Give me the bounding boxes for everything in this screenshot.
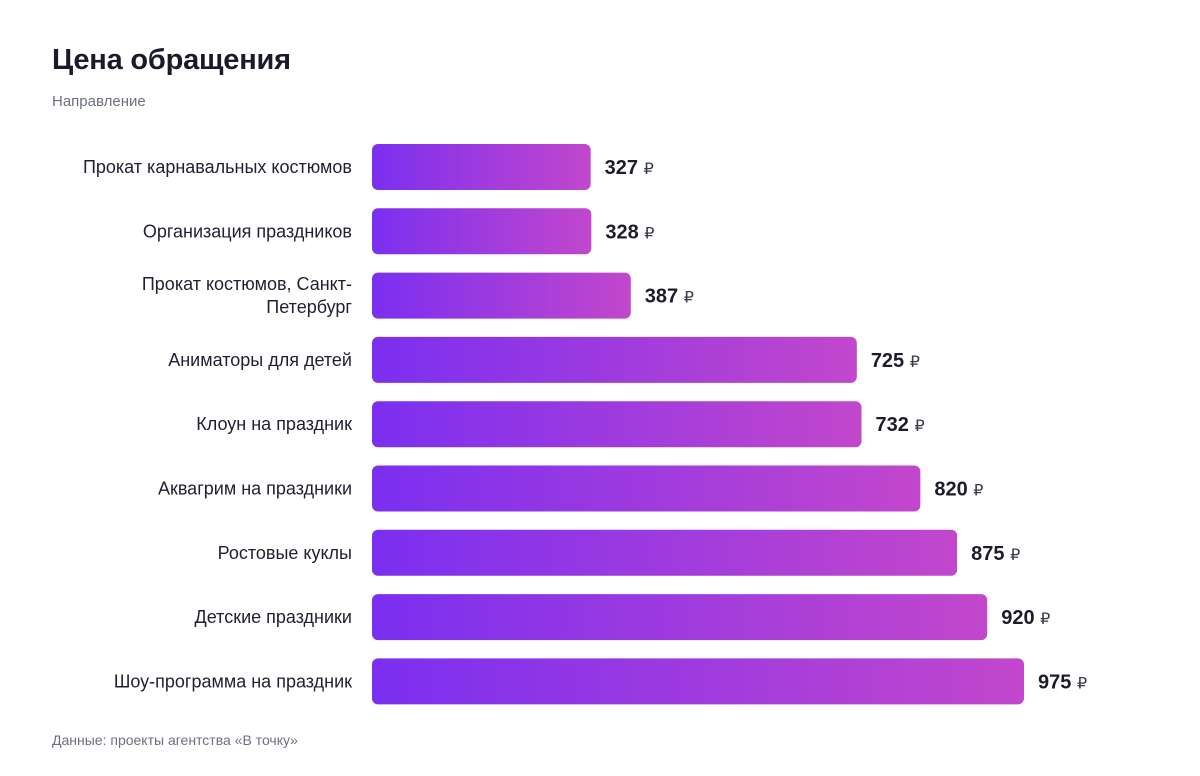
- bar-row: Аквагрим на праздники 820 ₽: [158, 465, 983, 512]
- value-label: 975 ₽: [1038, 671, 1087, 693]
- bar-row: Шоу-программа на праздник 975 ₽: [114, 658, 1087, 705]
- value-label: 725 ₽: [871, 350, 920, 372]
- bar-row: Прокат карнавальных костюмов 327 ₽: [83, 144, 654, 190]
- bar-row: Ростовые куклы 875 ₽: [218, 529, 1020, 576]
- bar-row: Клоун на праздник 732 ₽: [196, 401, 925, 448]
- category-label: Прокат карнавальных костюмов: [83, 157, 352, 177]
- bars-group: Прокат карнавальных костюмов 327 ₽ Организ…: [83, 144, 1087, 705]
- value-label: 920 ₽: [1001, 607, 1050, 629]
- chart-title: Цена обращения: [52, 44, 291, 76]
- value-label: 387 ₽: [645, 286, 694, 308]
- bar-row: Детские праздники 920 ₽: [195, 594, 1050, 641]
- category-label: Прокат костюмов, Санкт-Петербург: [142, 274, 353, 317]
- value-label: 327 ₽: [605, 157, 654, 179]
- category-label: Детские праздники: [195, 607, 352, 627]
- category-label: Аниматоры для детей: [168, 350, 352, 370]
- bar: [372, 465, 921, 512]
- bar-row: Организация праздников 328 ₽: [143, 208, 654, 255]
- category-label: Шоу-программа на праздник: [114, 671, 352, 691]
- category-label: Ростовые куклы: [218, 543, 352, 563]
- bar: [372, 401, 862, 448]
- value-label: 875 ₽: [971, 543, 1020, 565]
- bar: [372, 529, 958, 576]
- category-label: Клоун на праздник: [196, 414, 352, 434]
- data-source-note: Данные: проекты агентства «В точку»: [52, 732, 298, 748]
- bar-row: Прокат костюмов, Санкт-Петербург 387 ₽: [142, 272, 694, 319]
- category-label: Аквагрим на праздники: [158, 479, 352, 499]
- bar-row: Аниматоры для детей 725 ₽: [168, 336, 920, 383]
- category-label: Организация праздников: [143, 221, 352, 241]
- bar: [372, 144, 591, 190]
- bar: [372, 272, 631, 319]
- bar: [372, 658, 1024, 705]
- value-label: 820 ₽: [934, 479, 983, 501]
- bar: [372, 208, 592, 255]
- bar: [372, 336, 857, 383]
- chart-subtitle: Направление: [52, 93, 146, 110]
- value-label: 328 ₽: [605, 221, 654, 243]
- bar: [372, 594, 988, 641]
- value-label: 732 ₽: [876, 414, 925, 436]
